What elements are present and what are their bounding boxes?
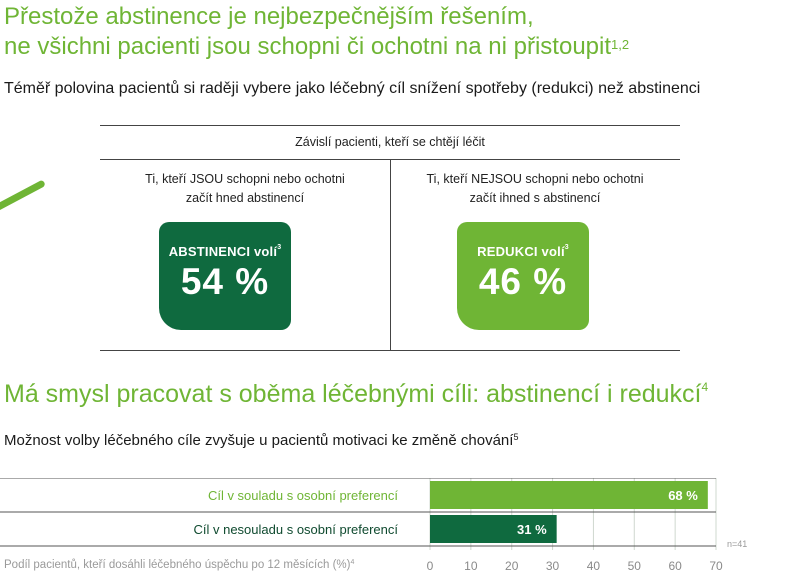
reduction-box: REDUKCI volí3 46 % — [457, 222, 589, 330]
page-title: Přestože abstinence je nejbezpečnějším ř… — [4, 2, 629, 62]
chart-bars — [430, 481, 708, 543]
section-heading-reference: 4 — [701, 380, 709, 394]
right-caption-line-1: Ti, kteří NEJSOU schopni nebo ochotni — [426, 172, 644, 186]
title-line-2-text: ne všichni pacienti jsou schopni či ocho… — [4, 33, 612, 60]
bar — [430, 481, 708, 509]
subtitle-2-reference: 5 — [513, 432, 519, 442]
x-axis-label-reference: 4 — [350, 559, 355, 566]
reduction-label: REDUKCI volí3 — [457, 244, 589, 259]
right-column-caption: Ti, kteří NEJSOU schopni nebo ochotni za… — [390, 170, 680, 208]
x-tick-label: 70 — [709, 559, 723, 573]
bar — [430, 515, 557, 543]
table-header: Závislí pacienti, kteří se chtějí léčit — [100, 126, 680, 160]
left-caption-line-1: Ti, kteří JSOU schopni nebo ochotni — [145, 172, 345, 186]
subtitle-1: Téměř polovina pacientů si raději vybere… — [4, 80, 701, 97]
reduction-reference: 3 — [564, 244, 569, 251]
x-tick-label: 20 — [505, 559, 519, 573]
category-label: Cíl v nesouladu s osobní preferencí — [193, 522, 398, 537]
chart-categories: Cíl v souladu s osobní preferencí Cíl v n… — [193, 488, 398, 537]
bar-value-label: 31 % — [517, 522, 547, 537]
x-tick-label: 40 — [586, 559, 601, 573]
abstinence-box: ABSTINENCI volí3 54 % — [159, 222, 291, 330]
subtitle-2-text: Možnost volby léčebného cíle zvyšuje u p… — [4, 432, 514, 449]
x-tick-label: 0 — [426, 559, 434, 573]
abstinence-label-text: ABSTINENCI volí — [168, 244, 278, 259]
category-label: Cíl v souladu s osobní preferencí — [208, 488, 398, 503]
x-tick-label: 10 — [464, 559, 478, 573]
x-tick-label: 30 — [545, 559, 560, 573]
reduction-label-text: REDUKCI volí — [477, 244, 565, 259]
title-line-2: ne všichni pacienti jsou schopni či ocho… — [4, 32, 629, 62]
x-axis-label: Podíl pacientů, kteří dosáhli léčebného … — [4, 559, 354, 571]
bar-value-label: 68 % — [668, 488, 698, 503]
decorative-green-stroke — [0, 179, 46, 217]
abstinence-reference: 3 — [277, 244, 282, 251]
left-caption-line-2: začít hned abstinencí — [185, 191, 305, 205]
left-column-caption: Ti, kteří JSOU schopni nebo ochotni začí… — [100, 170, 390, 208]
patients-table: Závislí pacienti, kteří se chtějí léčit … — [100, 125, 680, 351]
section-heading-text: Má smysl pracovat s oběma léčebnými cíli… — [4, 380, 702, 408]
title-reference: 1,2 — [611, 37, 630, 52]
section-heading: Má smysl pracovat s oběma léčebnými cíli… — [4, 380, 708, 409]
reduction-value: 46 % — [478, 261, 568, 302]
title-line-1: Přestože abstinence je nejbezpečnějším ř… — [4, 3, 534, 30]
table-divider — [390, 160, 391, 350]
abstinence-value: 54 % — [180, 261, 270, 302]
x-tick-label: 60 — [668, 559, 682, 573]
success-bar-chart: Cíl v souladu s osobní preferencí Cíl v n… — [0, 478, 717, 550]
chart-value-labels: 68 % 31 % — [517, 488, 698, 537]
x-tick-label: 50 — [627, 559, 641, 573]
sample-size-note: n=41 — [727, 539, 748, 549]
x-axis-label-text: Podíl pacientů, kteří dosáhli léčebného … — [4, 559, 351, 571]
subtitle-2: Možnost volby léčebného cíle zvyšuje u p… — [4, 432, 518, 449]
abstinence-label: ABSTINENCI volí3 — [159, 244, 291, 259]
right-caption-line-2: začít ihned s abstinencí — [469, 191, 601, 205]
